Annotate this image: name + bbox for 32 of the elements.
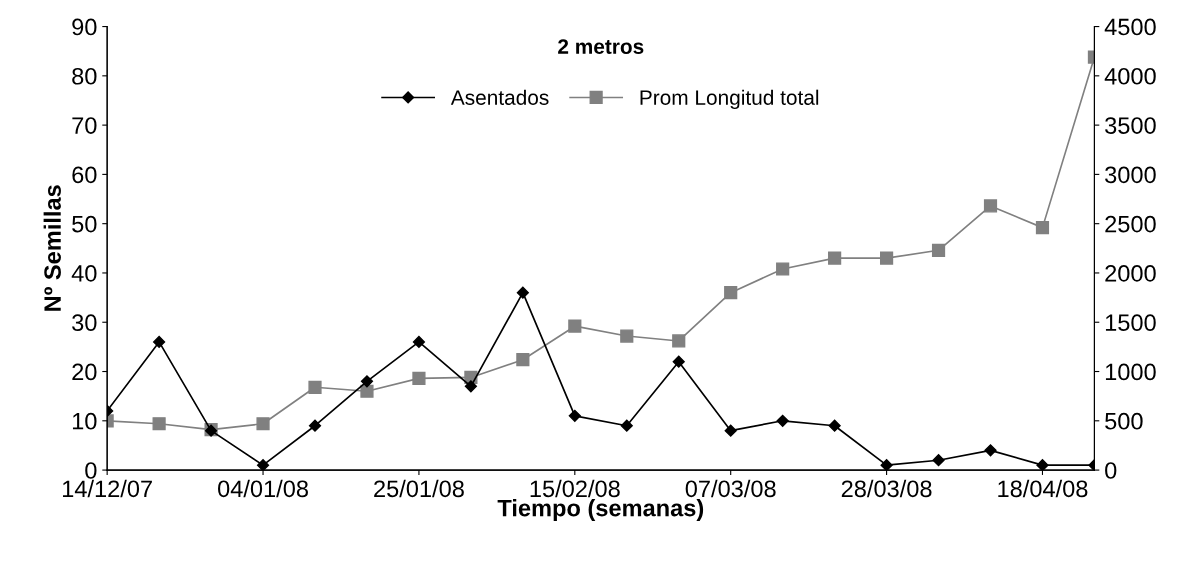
x-tick-label: 25/01/08 (374, 479, 464, 498)
y-tick-label: 70 (72, 117, 97, 134)
x-tick-label: 18/04/08 (998, 479, 1088, 498)
x-tick-label: 07/03/08 (685, 479, 776, 498)
y2-tick-label: 4500 (1104, 18, 1156, 36)
x-tick-label: 15/02/08 (530, 479, 620, 498)
y-tick-label: 20 (72, 363, 97, 381)
y2-tick-label: 2500 (1105, 215, 1156, 233)
y2-tick-label: 1500 (1105, 314, 1156, 332)
y-axis-title: Nº Semillas (43, 185, 61, 311)
y-tick-label: 50 (72, 215, 97, 233)
y-tick-label: 90 (72, 18, 97, 36)
chart-title: 2 metros (558, 39, 644, 54)
y2-tick-label: 0 (1105, 462, 1117, 479)
y2-tick-label: 4000 (1104, 67, 1156, 85)
y-tick-label: 10 (72, 412, 97, 430)
y-tick-label: 60 (72, 166, 97, 184)
x-tick-label: 04/01/08 (218, 479, 308, 498)
x-axis-title: Tiempo (semanas) (497, 499, 704, 522)
y2-tick-label: 2000 (1105, 265, 1156, 282)
y-tick-label: 0 (85, 462, 97, 479)
x-tick-label: 14/12/07 (63, 479, 152, 498)
y-tick-label: 40 (71, 265, 97, 282)
y-tick-label: 80 (72, 67, 97, 85)
legend-label: Asentados (450, 89, 549, 105)
y2-tick-label: 3500 (1105, 117, 1156, 134)
y2-tick-label: 3000 (1105, 166, 1156, 184)
y2-tick-label: 500 (1105, 412, 1143, 430)
x-tick-label: 28/03/08 (841, 479, 932, 498)
y2-tick-label: 1000 (1105, 363, 1156, 381)
legend-label: Prom Longitud total (640, 89, 819, 110)
y-tick-label: 30 (72, 314, 97, 332)
